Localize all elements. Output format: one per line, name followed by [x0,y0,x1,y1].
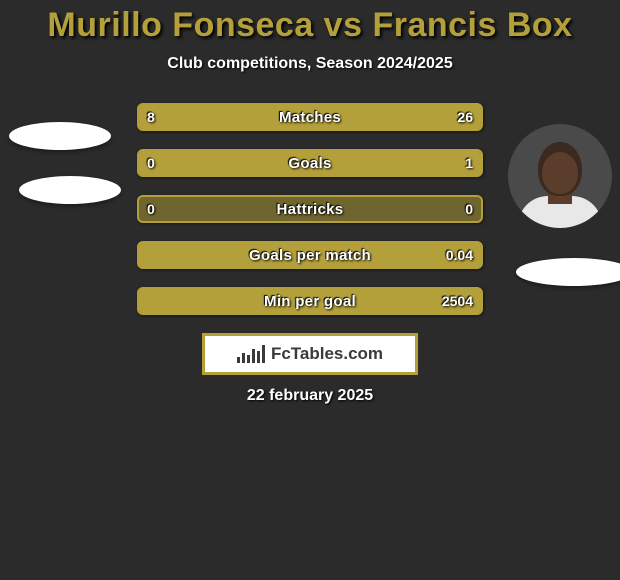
source-logo-text: FcTables.com [271,344,383,364]
stat-label: Hattricks [139,197,481,221]
club-badge-right [516,258,620,286]
page-title: Murillo Fonseca vs Francis Box [0,6,620,45]
stat-label: Goals per match [139,243,481,267]
snapshot-date: 22 february 2025 [0,387,620,405]
subtitle: Club competitions, Season 2024/2025 [0,55,620,73]
stat-row: 00Hattricks [137,195,483,223]
stat-row: 01Goals [137,149,483,177]
stat-row: 2504Min per goal [137,287,483,315]
stat-label: Goals [139,151,481,175]
avatar-right [508,124,612,228]
stat-row: 826Matches [137,103,483,131]
club-badge-left-primary [9,122,111,150]
stat-rows: 826Matches 01Goals 00Hattricks 0.04Goals pe… [137,103,483,315]
club-badge-left-secondary [19,176,121,204]
stat-label: Min per goal [139,289,481,313]
comparison-card: Murillo Fonseca vs Francis Box Club comp… [0,0,620,405]
stat-label: Matches [139,105,481,129]
source-logo: FcTables.com [202,333,418,375]
stat-row: 0.04Goals per match [137,241,483,269]
bar-chart-icon [237,345,265,363]
